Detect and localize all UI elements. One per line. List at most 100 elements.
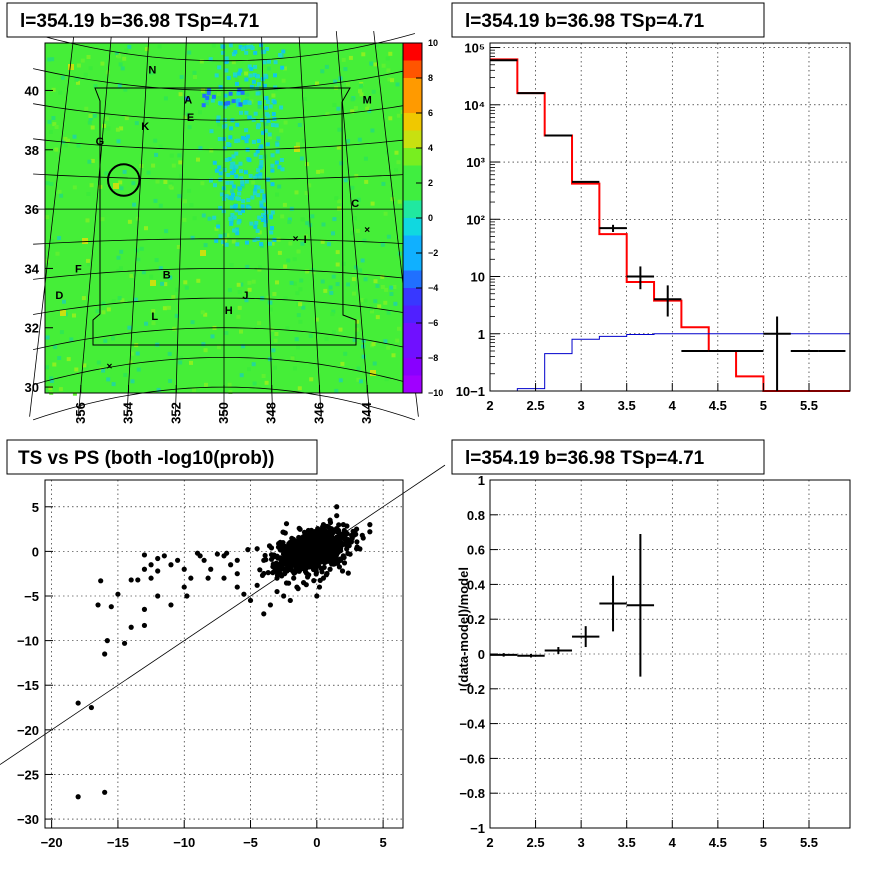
map-cell <box>47 57 52 62</box>
map-cell <box>280 214 285 219</box>
y-tick-label: 10⁵ <box>464 41 485 56</box>
sky-map-texture <box>45 43 406 396</box>
map-cell <box>375 284 380 288</box>
map-cell <box>331 309 336 314</box>
map-cell <box>256 168 261 173</box>
colorbar-segment <box>403 200 422 219</box>
scatter-point <box>280 561 286 567</box>
map-cell <box>278 53 283 57</box>
map-cell <box>257 265 262 270</box>
map-cell <box>307 183 312 188</box>
scatter-point <box>291 570 297 576</box>
map-cell <box>222 233 227 237</box>
map-cell <box>151 163 156 168</box>
map-cell <box>175 287 179 292</box>
map-cell <box>395 82 400 87</box>
map-cell <box>356 377 361 382</box>
map-cell <box>340 361 345 366</box>
map-cell <box>361 344 366 349</box>
map-cell <box>118 62 123 67</box>
scatter-point <box>155 568 161 574</box>
scatter-point <box>339 568 346 574</box>
scatter-point <box>281 593 287 599</box>
map-cell <box>214 168 219 173</box>
map-cell <box>320 69 325 74</box>
map-cell <box>351 277 356 282</box>
map-cell <box>200 310 205 315</box>
y-tick-label: 0.2 <box>467 612 485 627</box>
map-cell <box>243 170 248 175</box>
map-cell <box>230 213 235 217</box>
map-cell <box>117 296 122 300</box>
map-cell <box>335 262 340 267</box>
series-model <box>490 58 850 392</box>
map-cell <box>253 188 258 193</box>
map-cell <box>358 268 363 273</box>
scatter-point <box>181 584 187 590</box>
x-tick-label: 5 <box>760 398 767 413</box>
y-tick-label: 0 <box>32 544 39 559</box>
map-cell <box>235 231 240 236</box>
scatter-point <box>319 544 325 550</box>
longitude-line <box>29 31 75 417</box>
scatter-point <box>279 546 285 552</box>
spectrum-panel: 2 2.5 3 3.5 4 4.5 5 5.5 10−1 1 10 10² 10³ 10⁴ 10⁵ l=35… <box>451 2 851 413</box>
scatter-point <box>75 794 81 800</box>
map-cell <box>240 204 245 209</box>
map-cell <box>346 139 351 144</box>
scatter-point <box>268 552 275 558</box>
map-cell <box>257 267 262 272</box>
map-cell <box>259 43 264 48</box>
map-cell <box>111 382 116 387</box>
map-cell <box>222 146 227 151</box>
map-cell <box>269 230 274 235</box>
map-cell <box>177 194 182 199</box>
map-cell <box>371 89 376 94</box>
sky-map-label: K <box>141 121 149 133</box>
map-cell <box>355 228 360 233</box>
map-cell <box>228 389 233 394</box>
map-cell <box>245 240 249 245</box>
scatter-point <box>98 578 104 584</box>
map-cell <box>49 378 54 383</box>
map-cell <box>178 92 183 97</box>
scatter-point <box>284 558 290 565</box>
y-tick-label: −25 <box>17 767 39 782</box>
map-cell <box>264 96 269 100</box>
map-cell <box>223 238 228 243</box>
map-cell <box>246 198 251 202</box>
map-cell <box>72 391 77 396</box>
sky-map-label: C <box>351 198 359 210</box>
map-cell <box>96 360 101 365</box>
map-cell <box>383 300 388 305</box>
scatter-point <box>102 651 108 657</box>
map-cell <box>292 366 297 371</box>
map-cell <box>397 326 401 331</box>
map-cell <box>256 139 261 143</box>
scatter-point <box>262 552 268 559</box>
map-cell <box>238 44 243 49</box>
map-cell <box>341 57 346 62</box>
map-cell <box>271 348 276 353</box>
map-cell <box>336 106 341 111</box>
scatter-point <box>327 545 333 551</box>
map-cell <box>365 106 370 111</box>
map-cell <box>257 82 261 87</box>
sky-map-cross: × <box>364 225 370 236</box>
map-cell <box>251 279 256 284</box>
map-cell <box>153 198 158 203</box>
map-cell <box>231 192 235 197</box>
map-cell <box>260 50 265 55</box>
map-cell <box>246 157 251 162</box>
longitude-line <box>77 31 113 417</box>
map-cell <box>208 57 213 62</box>
scatter-point <box>265 570 271 576</box>
map-cell <box>295 142 300 147</box>
scatter-point <box>311 578 317 584</box>
ts-vs-ps-panel: −20 −15 −10 −5 0 5 5 0 −5 −10 −15 −20 −25 −30 TS vs P… <box>0 439 446 850</box>
map-cell <box>244 77 249 82</box>
map-cell <box>245 92 250 97</box>
map-cell <box>233 50 238 55</box>
map-cell <box>241 344 246 349</box>
colorbar-tick-label: 2 <box>428 178 433 188</box>
